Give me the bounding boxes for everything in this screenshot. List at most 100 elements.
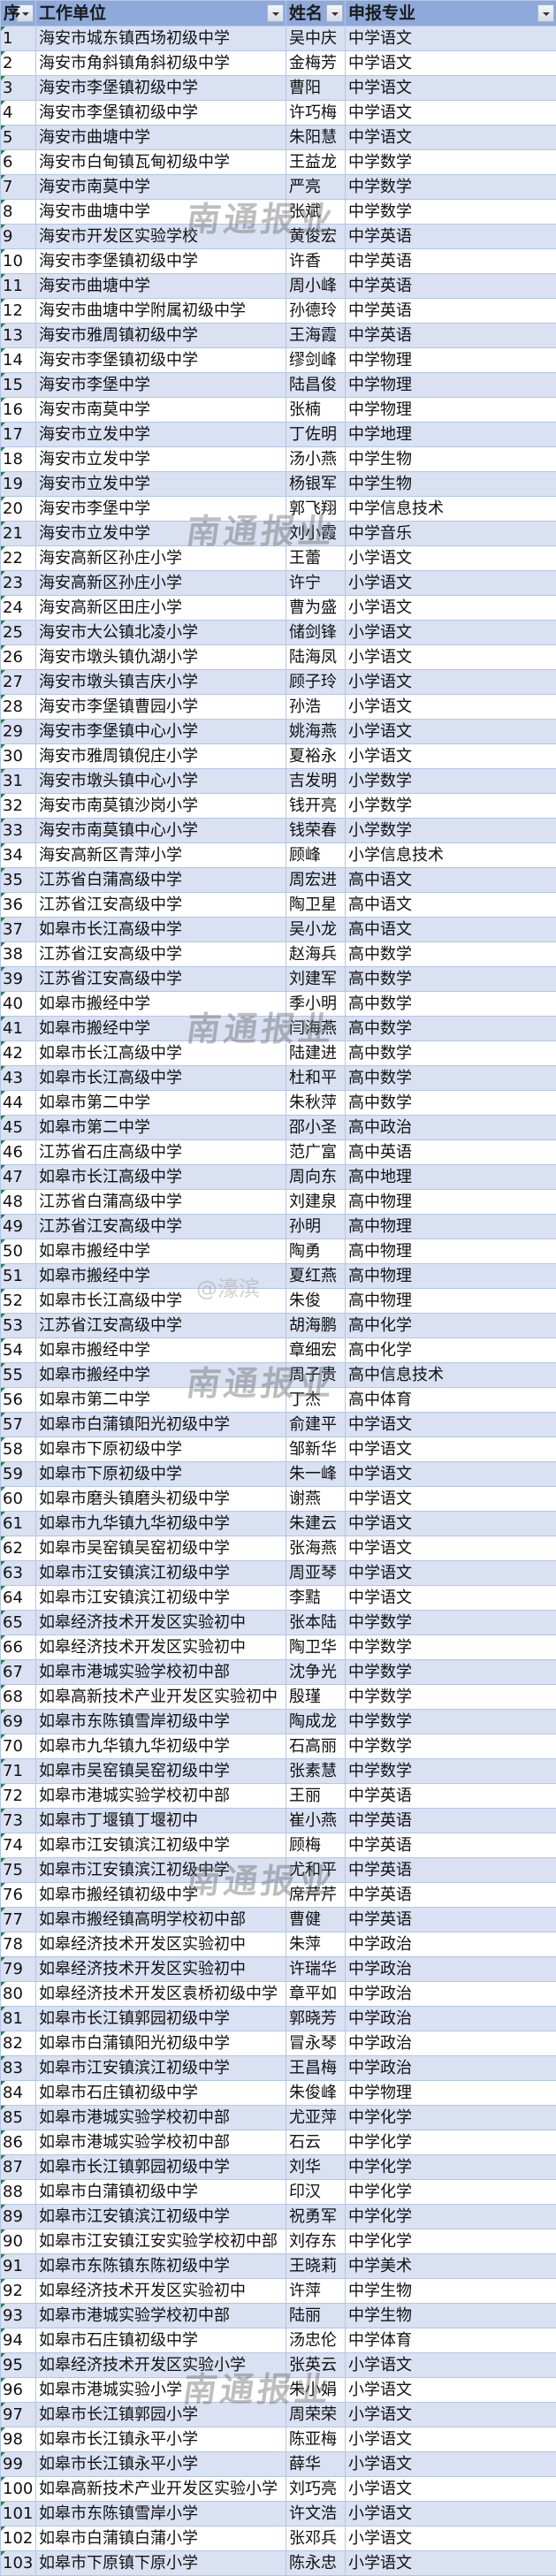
cell-name[interactable]: 印汉 (286, 2180, 346, 2205)
cell-organization[interactable]: 海安市城东镇西场初级中学 (36, 27, 286, 51)
cell-seq[interactable]: 51 (1, 1264, 36, 1289)
cell-name[interactable]: 张本陆 (286, 1611, 346, 1635)
filter-dropdown-icon[interactable] (267, 4, 284, 22)
cell-name[interactable]: 曹阳 (286, 76, 346, 101)
cell-name[interactable]: 闫海燕 (286, 1017, 346, 1041)
cell-name[interactable]: 吴中庆 (286, 27, 346, 51)
cell-name[interactable]: 陈永忠 (286, 2551, 346, 2576)
cell-name[interactable]: 王海霞 (286, 324, 346, 348)
cell-name[interactable]: 张楠 (286, 398, 346, 423)
cell-major[interactable]: 小学数学 (346, 769, 556, 794)
cell-major[interactable]: 中学数学 (346, 200, 556, 225)
cell-major[interactable]: 中学英语 (346, 324, 556, 348)
cell-seq[interactable]: 85 (1, 2106, 36, 2130)
cell-major[interactable]: 小学语文 (346, 2551, 556, 2576)
cell-organization[interactable]: 海安高新区青萍小学 (36, 843, 286, 868)
cell-major[interactable]: 中学生物 (346, 2304, 556, 2328)
cell-seq[interactable]: 3 (1, 76, 36, 101)
cell-major[interactable]: 高中物理 (346, 1239, 556, 1264)
cell-seq[interactable]: 91 (1, 2254, 36, 2279)
cell-organization[interactable]: 海安市立发中学 (36, 423, 286, 447)
cell-major[interactable]: 高中语文 (346, 893, 556, 918)
cell-seq[interactable]: 24 (1, 596, 36, 621)
cell-major[interactable]: 高中数学 (346, 967, 556, 992)
cell-organization[interactable]: 如皋市江安镇滨江初级中学 (36, 1858, 286, 1883)
cell-name[interactable]: 孙德玲 (286, 299, 346, 324)
cell-seq[interactable]: 64 (1, 1586, 36, 1611)
cell-organization[interactable]: 如皋市东陈镇雪岸初级中学 (36, 1710, 286, 1734)
cell-organization[interactable]: 如皋市下原镇下原小学 (36, 2551, 286, 2576)
cell-major[interactable]: 中学英语 (346, 1833, 556, 1858)
cell-name[interactable]: 王昌梅 (286, 2056, 346, 2081)
cell-major[interactable]: 中学化学 (346, 2155, 556, 2180)
cell-name[interactable]: 季小明 (286, 992, 346, 1017)
cell-name[interactable]: 谢燕 (286, 1487, 346, 1512)
cell-seq[interactable]: 99 (1, 2452, 36, 2477)
cell-seq[interactable]: 96 (1, 2378, 36, 2403)
cell-seq[interactable]: 87 (1, 2155, 36, 2180)
cell-organization[interactable]: 如皋市长江高级中学 (36, 918, 286, 942)
cell-seq[interactable]: 49 (1, 1215, 36, 1239)
cell-name[interactable]: 朱萍 (286, 1932, 346, 1957)
cell-seq[interactable]: 42 (1, 1041, 36, 1066)
cell-seq[interactable]: 79 (1, 1957, 36, 1982)
cell-major[interactable]: 小学语文 (346, 645, 556, 670)
cell-major[interactable]: 中学化学 (346, 2130, 556, 2155)
cell-organization[interactable]: 江苏省白蒲高级中学 (36, 868, 286, 893)
cell-name[interactable]: 朱俊 (286, 1289, 346, 1314)
cell-major[interactable]: 中学生物 (346, 2279, 556, 2304)
cell-major[interactable]: 高中数学 (346, 992, 556, 1017)
cell-seq[interactable]: 88 (1, 2180, 36, 2205)
cell-name[interactable]: 许宁 (286, 571, 346, 596)
cell-major[interactable]: 中学生物 (346, 472, 556, 497)
cell-name[interactable]: 汤小燕 (286, 447, 346, 472)
cell-name[interactable]: 朱建云 (286, 1512, 346, 1536)
cell-name[interactable]: 陶卫华 (286, 1635, 346, 1660)
cell-major[interactable]: 小学语文 (346, 744, 556, 769)
cell-organization[interactable]: 如皋市搬经镇高明学校初中部 (36, 1908, 286, 1932)
cell-major[interactable]: 高中信息技术 (346, 1363, 556, 1388)
cell-seq[interactable]: 66 (1, 1635, 36, 1660)
cell-organization[interactable]: 如皋市长江镇郭园初级中学 (36, 2007, 286, 2031)
cell-seq[interactable]: 22 (1, 546, 36, 571)
cell-seq[interactable]: 103 (1, 2551, 36, 2576)
cell-name[interactable]: 曹健 (286, 1908, 346, 1932)
cell-organization[interactable]: 海安市李堡镇初级中学 (36, 348, 286, 373)
cell-organization[interactable]: 江苏省石庄高级中学 (36, 1140, 286, 1165)
cell-seq[interactable]: 2 (1, 51, 36, 76)
cell-seq[interactable]: 69 (1, 1710, 36, 1734)
filter-dropdown-icon[interactable] (326, 4, 343, 22)
cell-organization[interactable]: 海安市白甸镇瓦甸初级中学 (36, 150, 286, 175)
cell-organization[interactable]: 如皋市长江镇郭园初级中学 (36, 2155, 286, 2180)
cell-organization[interactable]: 海安市南莫镇中心小学 (36, 819, 286, 843)
cell-seq[interactable]: 7 (1, 175, 36, 200)
cell-seq[interactable]: 75 (1, 1858, 36, 1883)
cell-seq[interactable]: 55 (1, 1363, 36, 1388)
cell-name[interactable]: 杨银军 (286, 472, 346, 497)
cell-major[interactable]: 高中体育 (346, 1388, 556, 1413)
cell-seq[interactable]: 46 (1, 1140, 36, 1165)
cell-major[interactable]: 中学英语 (346, 299, 556, 324)
cell-name[interactable]: 郭飞翔 (286, 497, 346, 522)
cell-name[interactable]: 汤忠伦 (286, 2328, 346, 2353)
cell-name[interactable]: 周荣荣 (286, 2403, 346, 2427)
cell-seq[interactable]: 94 (1, 2328, 36, 2353)
cell-major[interactable]: 小学语文 (346, 2353, 556, 2378)
cell-organization[interactable]: 海安市立发中学 (36, 522, 286, 546)
cell-major[interactable]: 小学语文 (346, 571, 556, 596)
cell-organization[interactable]: 如皋市九华镇九华初级中学 (36, 1734, 286, 1759)
cell-major[interactable]: 小学语文 (346, 2378, 556, 2403)
cell-major[interactable]: 小学语文 (346, 2403, 556, 2427)
cell-major[interactable]: 小学语文 (346, 720, 556, 744)
cell-organization[interactable]: 海安市立发中学 (36, 472, 286, 497)
cell-seq[interactable]: 68 (1, 1685, 36, 1710)
cell-name[interactable]: 周宏进 (286, 868, 346, 893)
cell-seq[interactable]: 83 (1, 2056, 36, 2081)
cell-seq[interactable]: 34 (1, 843, 36, 868)
cell-name[interactable]: 王益龙 (286, 150, 346, 175)
cell-seq[interactable]: 58 (1, 1437, 36, 1462)
cell-seq[interactable]: 38 (1, 942, 36, 967)
cell-name[interactable]: 朱小娟 (286, 2378, 346, 2403)
cell-seq[interactable]: 71 (1, 1759, 36, 1784)
cell-major[interactable]: 小学语文 (346, 546, 556, 571)
